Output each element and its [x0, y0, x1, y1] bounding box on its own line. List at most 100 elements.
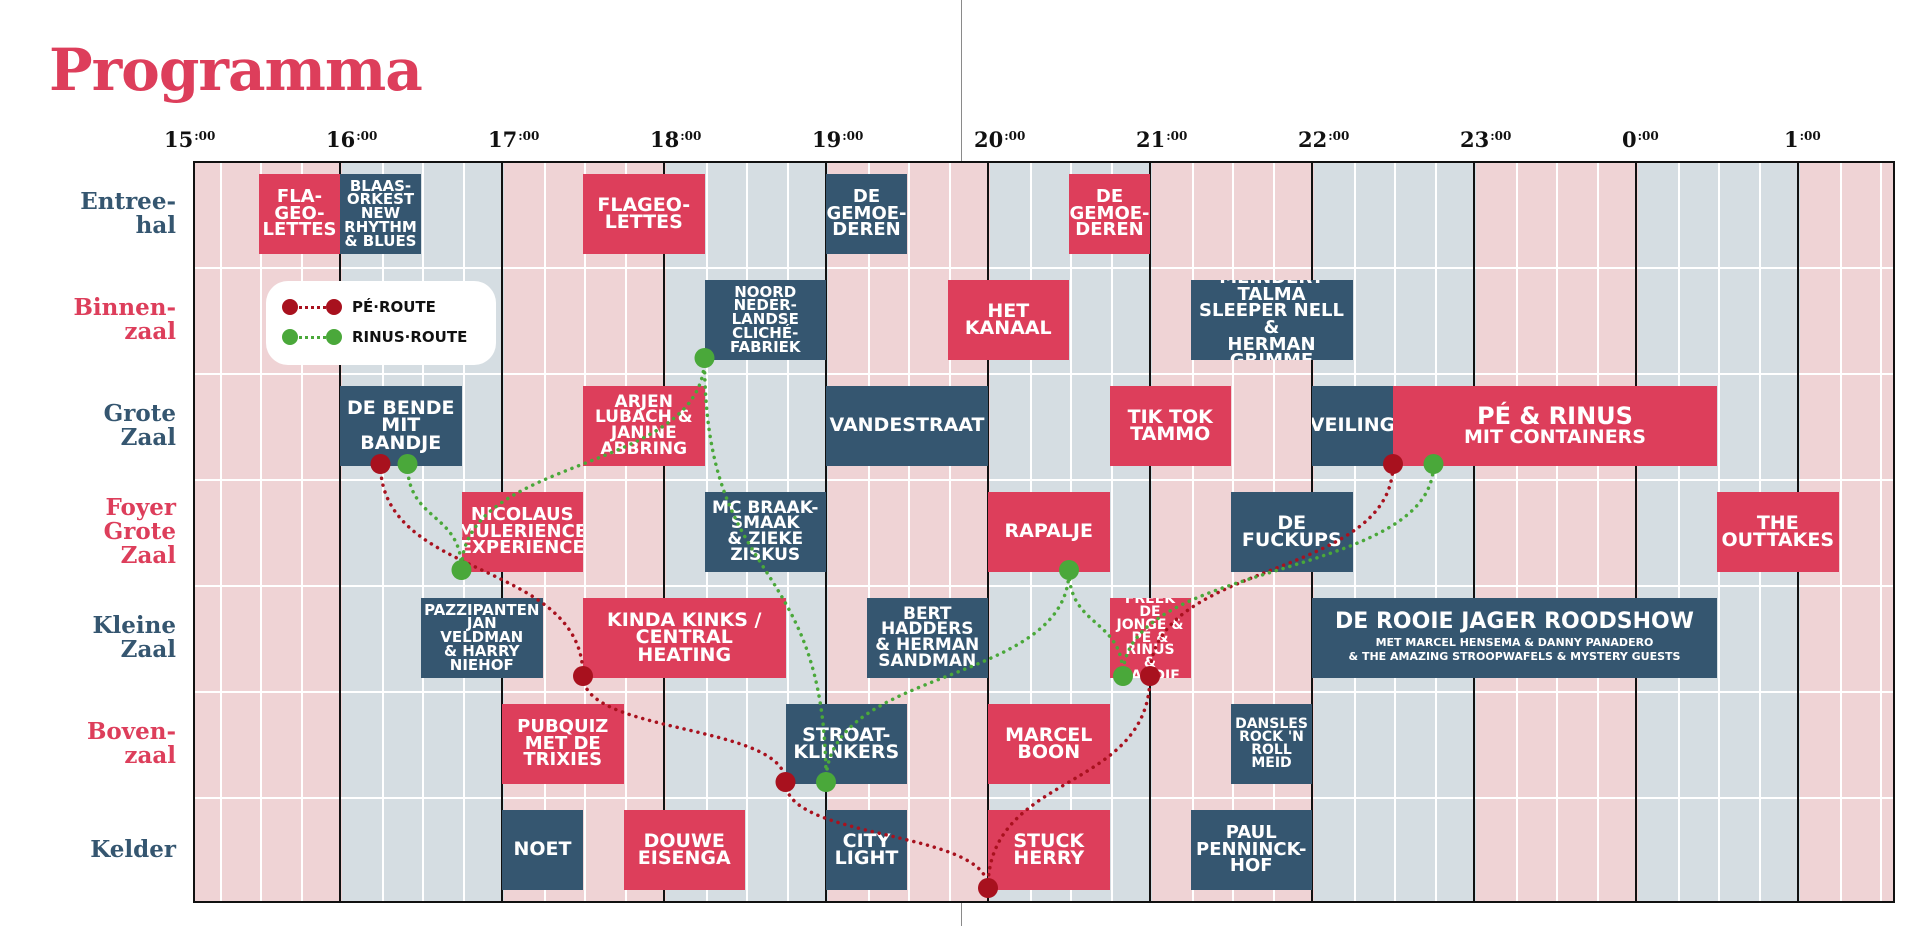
act-title: HET KANAAL [964, 299, 1052, 339]
act-block[interactable]: DE ROOIE JAGER ROODSHOW MET MARCEL HENSEM… [1312, 598, 1717, 678]
room-label: Boven- zaal [1, 691, 176, 797]
act-line: BLAAS- [349, 176, 412, 195]
act-block[interactable]: DE GEMOE- DEREN [826, 174, 907, 254]
act-title: DOUWE EISENGA [637, 831, 731, 869]
act-line: HET [987, 299, 1030, 322]
hour-minutes: :00 [1799, 129, 1821, 143]
act-block[interactable]: RAPALJE [988, 492, 1110, 572]
hour-minutes: :00 [518, 129, 540, 143]
act-block[interactable]: CITY LIGHT [826, 810, 907, 890]
act-line: RAPALJE [1004, 520, 1093, 543]
room-label: Kleine Zaal [1, 585, 176, 691]
act-block[interactable]: NOET [502, 810, 583, 890]
act-title: DE FUCKUPS [1242, 513, 1342, 550]
room-label: Binnen- zaal [1, 267, 176, 373]
act-line: KANAAL [964, 317, 1052, 339]
hour-label: 18:00 [650, 124, 701, 156]
act-block[interactable]: ARJEN LUBACH & JANINE ABBRING [583, 386, 705, 466]
act-block[interactable]: PÉ & RINUS MIT CONTAINERS [1393, 386, 1717, 466]
act-block[interactable]: VANDESTRAAT [826, 386, 988, 466]
act-block[interactable]: THE OUTTAKES [1717, 492, 1839, 572]
act-title: MC BRAAK- SMAAK & ZIEKE ZISKUS [712, 499, 818, 564]
act-block[interactable]: STROAT- KLINKERS [785, 704, 907, 784]
hour-label: 20:00 [974, 124, 1025, 156]
act-block[interactable]: MARCEL BOON [988, 704, 1110, 784]
act-block[interactable]: VEILING [1312, 386, 1393, 466]
act-line: EISENGA [637, 847, 731, 869]
act-title: NICOLAUS MULERIENCE EXPERIENCE [462, 506, 584, 557]
act-title: DE GEMOE- DEREN [1069, 188, 1149, 241]
legend-label: PÉ·ROUTE [352, 298, 436, 316]
act-line: DE [852, 186, 881, 208]
quarter-line [1596, 163, 1599, 901]
quarter-line [1394, 163, 1396, 901]
room-name: Boven- zaal [86, 718, 176, 769]
room-name: Foyer Grote Zaal [103, 494, 176, 569]
act-block[interactable]: DOUWE EISENGA [623, 810, 745, 890]
hour-value: 20 [974, 127, 1004, 152]
act-title: NOET [514, 839, 572, 859]
act-block[interactable]: DE GEMOE- DEREN [1069, 174, 1150, 254]
act-line: TRIXIES [523, 749, 603, 771]
legend-dot [282, 329, 298, 345]
act-block[interactable]: DANSLES ROCK 'N ROLL MEID [1231, 704, 1312, 784]
act-line: FREEK DE [1124, 598, 1176, 620]
act-subtitle: & THE AMAZING STROOPWAFELS & MYSTERY GUE… [1348, 650, 1681, 664]
quarter-line [1515, 163, 1518, 901]
hour-minutes: :00 [1004, 129, 1026, 143]
legend-swatch-icon [282, 328, 342, 346]
act-line: VEILING [1312, 414, 1393, 437]
act-block[interactable]: BERT HADDERS & HERMAN SANDMAN [866, 598, 988, 678]
act-block[interactable]: PAZZIPANTEN JAN VELDMAN & HARRY NIEHOF [421, 598, 543, 678]
act-block[interactable]: DE FUCKUPS [1231, 492, 1353, 572]
act-block[interactable]: FREEK DE JONGE & PÉ & RINUS & BANDJE [1109, 598, 1191, 678]
act-block[interactable]: MC BRAAK- SMAAK & ZIEKE ZISKUS [704, 492, 826, 572]
act-title: NOORD NEDER- LANDSE CLICHÉ- FABRIEK [730, 284, 801, 355]
act-line: CLICHÉ- [732, 323, 799, 342]
act-title: THE OUTTAKES [1721, 513, 1834, 550]
act-title: BLAAS- ORKEST NEW RHYTHM & BLUES [344, 176, 417, 249]
hour-label: 15:00 [164, 124, 215, 156]
act-block[interactable]: FLA- GEO- LETTES [259, 174, 340, 254]
act-block[interactable]: KINDA KINKS / CENTRAL HEATING [583, 598, 786, 678]
act-line: DE ROOIE JAGER ROODSHOW [1335, 608, 1694, 634]
room-name: Grote Zaal [103, 400, 176, 451]
act-line: PÉ & RINUS [1477, 401, 1633, 430]
act-line: CENTRAL HEATING [635, 626, 733, 666]
act-block[interactable]: FLAGEO- LETTES [583, 174, 705, 254]
hour-value: 1 [1784, 127, 1799, 152]
quarter-line [1353, 163, 1356, 901]
hour-value: 0 [1622, 127, 1637, 152]
act-subtitle: MET MARCEL HENSEMA & DANNY PANADERO [1375, 636, 1654, 650]
act-block[interactable]: NOORD NEDER- LANDSE CLICHÉ- FABRIEK [704, 280, 826, 360]
hour-minutes: :00 [1490, 129, 1512, 143]
hour-line [1635, 163, 1637, 901]
act-block[interactable]: TIK TOK TAMMO [1109, 386, 1231, 466]
legend-dot [282, 299, 298, 315]
act-line: VANDESTRAAT [829, 414, 985, 437]
room-name: Binnen- zaal [73, 294, 176, 345]
act-title: BERT HADDERS & HERMAN SANDMAN [875, 605, 979, 670]
act-line: & BANDJE [1120, 655, 1180, 678]
quarter-line [300, 163, 303, 901]
act-line: NIEHOF [449, 655, 514, 674]
act-block[interactable]: STUCK HERRY [988, 810, 1110, 890]
act-block[interactable]: BLAAS- ORKEST NEW RHYTHM & BLUES [340, 174, 421, 254]
hour-axis: 15:00 16:00 17:00 18:00 19:00 20:00 21:00 22:00… [0, 124, 1920, 160]
hour-label: 21:00 [1136, 124, 1187, 156]
row-separator [195, 691, 1893, 693]
act-block[interactable]: DE BENDE MIT BANDJE [340, 386, 462, 466]
hour-line [663, 163, 665, 901]
legend-swatch-icon [282, 298, 342, 316]
act-line: DEREN [832, 219, 901, 241]
quarter-line [1110, 163, 1113, 901]
act-line: DEREN [1075, 219, 1144, 241]
act-block[interactable]: NICOLAUS MULERIENCE EXPERIENCE [461, 492, 584, 572]
hour-label: 19:00 [812, 124, 863, 156]
act-block[interactable]: PAUL PENNINCK- HOF [1190, 810, 1312, 890]
act-block[interactable]: PUBQUIZ MET DE TRIXIES [502, 704, 624, 784]
row-separator [195, 585, 1893, 587]
act-block[interactable]: HET KANAAL [947, 280, 1069, 360]
quarter-line [584, 163, 586, 901]
